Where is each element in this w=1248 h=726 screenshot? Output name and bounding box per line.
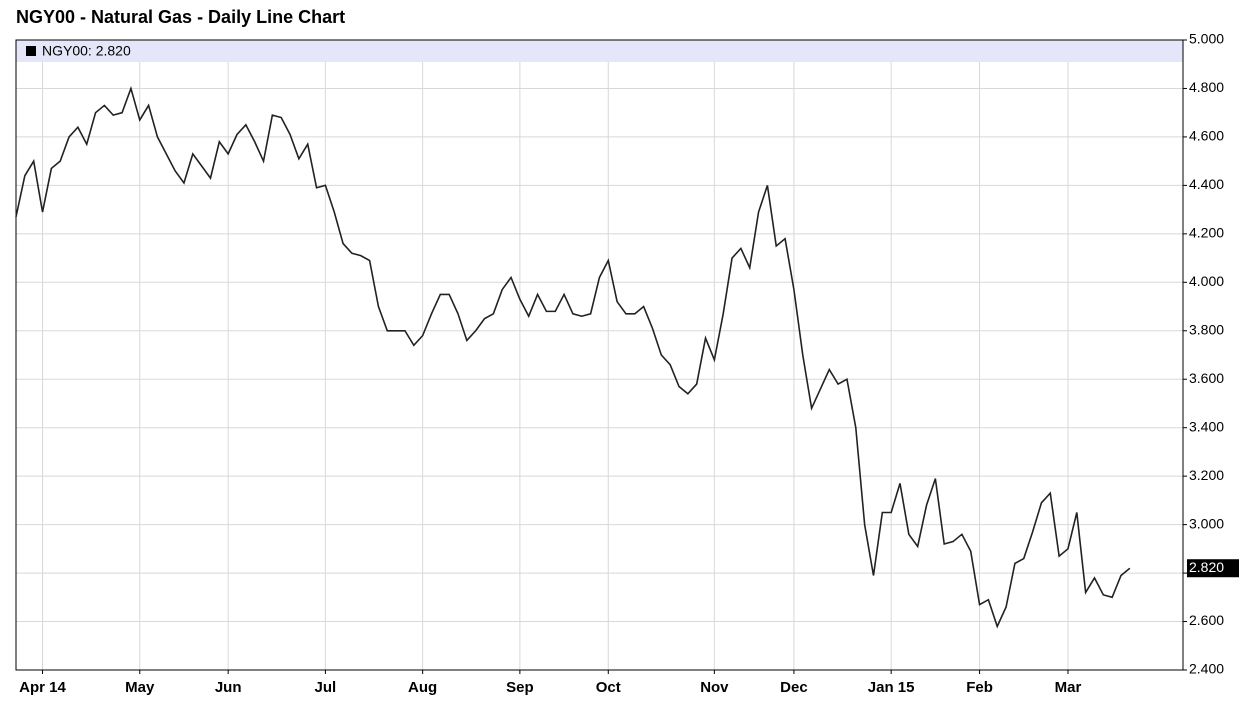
x-tick-label: Jan 15 — [868, 679, 915, 696]
x-tick-label: May — [125, 679, 155, 696]
x-tick-label: Sep — [506, 679, 534, 696]
x-tick-label: Nov — [700, 679, 729, 696]
y-tick-label: 3.000 — [1189, 515, 1224, 531]
x-tick-label: Jun — [215, 679, 242, 696]
y-tick-label: 3.600 — [1189, 370, 1224, 386]
y-tick-label: 4.400 — [1189, 176, 1224, 192]
y-tick-label: 2.600 — [1189, 612, 1224, 628]
y-tick-label: 5.000 — [1189, 31, 1224, 47]
y-tick-label: 4.000 — [1189, 273, 1224, 289]
data-line — [15, 85, 1131, 629]
y-tick-label: 3.400 — [1189, 418, 1224, 434]
y-tick-label: 3.200 — [1189, 467, 1224, 483]
x-tick-label: Dec — [780, 679, 808, 696]
plot-frame — [15, 39, 1184, 671]
x-tick-label: Mar — [1055, 679, 1082, 696]
last-value-box — [1187, 559, 1239, 578]
x-tick-label: Apr 14 — [19, 679, 66, 696]
x-tick-label: Oct — [596, 679, 621, 696]
y-tick-label: 4.800 — [1189, 79, 1224, 95]
x-tick-label: Jul — [315, 679, 337, 696]
y-tick-label: 2.400 — [1189, 661, 1224, 677]
legend-swatch — [26, 46, 36, 56]
y-tick-label: 4.200 — [1189, 225, 1224, 241]
y-tick-label: 3.800 — [1189, 321, 1224, 337]
plot-area — [16, 40, 1183, 670]
legend-band — [16, 40, 1183, 62]
x-tick-label: Aug — [408, 679, 437, 696]
last-value-label: 2.820 — [1189, 559, 1224, 575]
y-tick-label: 4.600 — [1189, 128, 1224, 144]
x-tick-label: Feb — [966, 679, 993, 696]
legend-label: NGY00: 2.820 — [42, 43, 131, 59]
chart-title: NGY00 - Natural Gas - Daily Line Chart — [16, 7, 345, 27]
